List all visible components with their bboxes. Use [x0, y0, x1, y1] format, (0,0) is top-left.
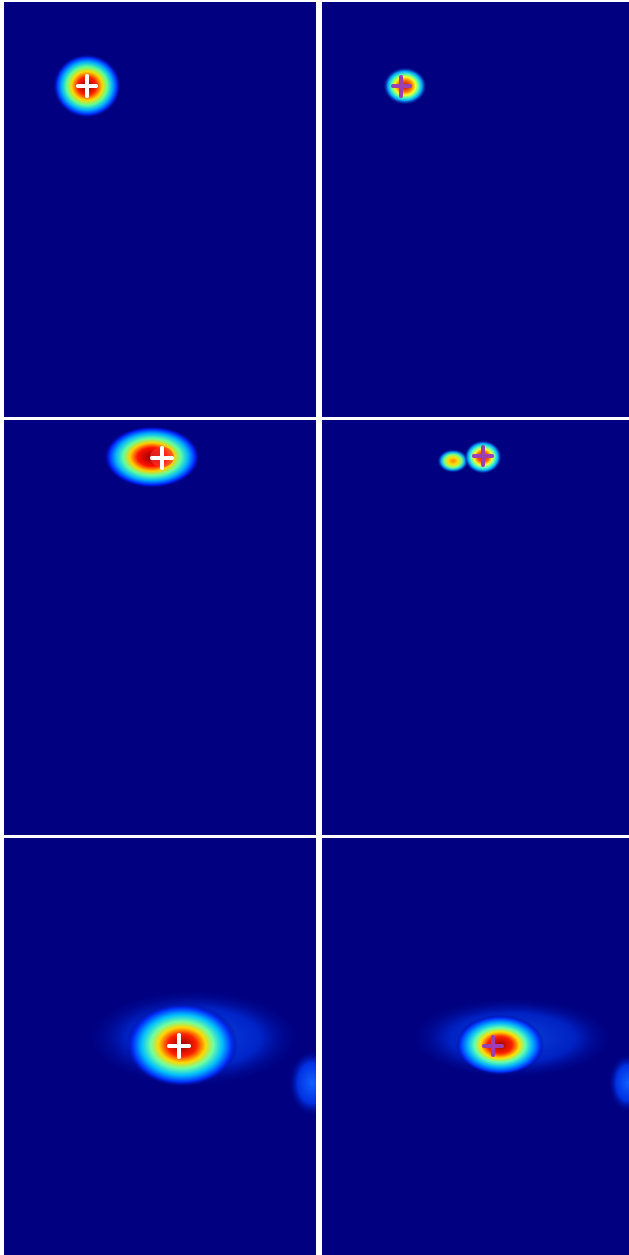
plus-icon	[391, 75, 412, 98]
heatmap-blob-secondary	[437, 449, 469, 473]
plus-icon	[472, 445, 494, 467]
heatmap-panel-r3c2	[322, 838, 629, 1255]
heatmap-panel-r3c1	[4, 838, 316, 1255]
plus-icon	[482, 1035, 504, 1057]
plus-icon	[167, 1033, 191, 1059]
heatmap-panel-r1c1	[4, 2, 316, 417]
heatmap-panel-r2c1	[4, 420, 316, 835]
heatmap-blob-edge	[608, 1053, 629, 1113]
plus-icon	[76, 74, 98, 98]
heatmap-blob-edge	[288, 1049, 316, 1117]
heatmap-panel-r1c2	[322, 2, 629, 417]
heatmap-panel-r2c2	[322, 420, 629, 835]
plus-icon	[150, 446, 174, 470]
